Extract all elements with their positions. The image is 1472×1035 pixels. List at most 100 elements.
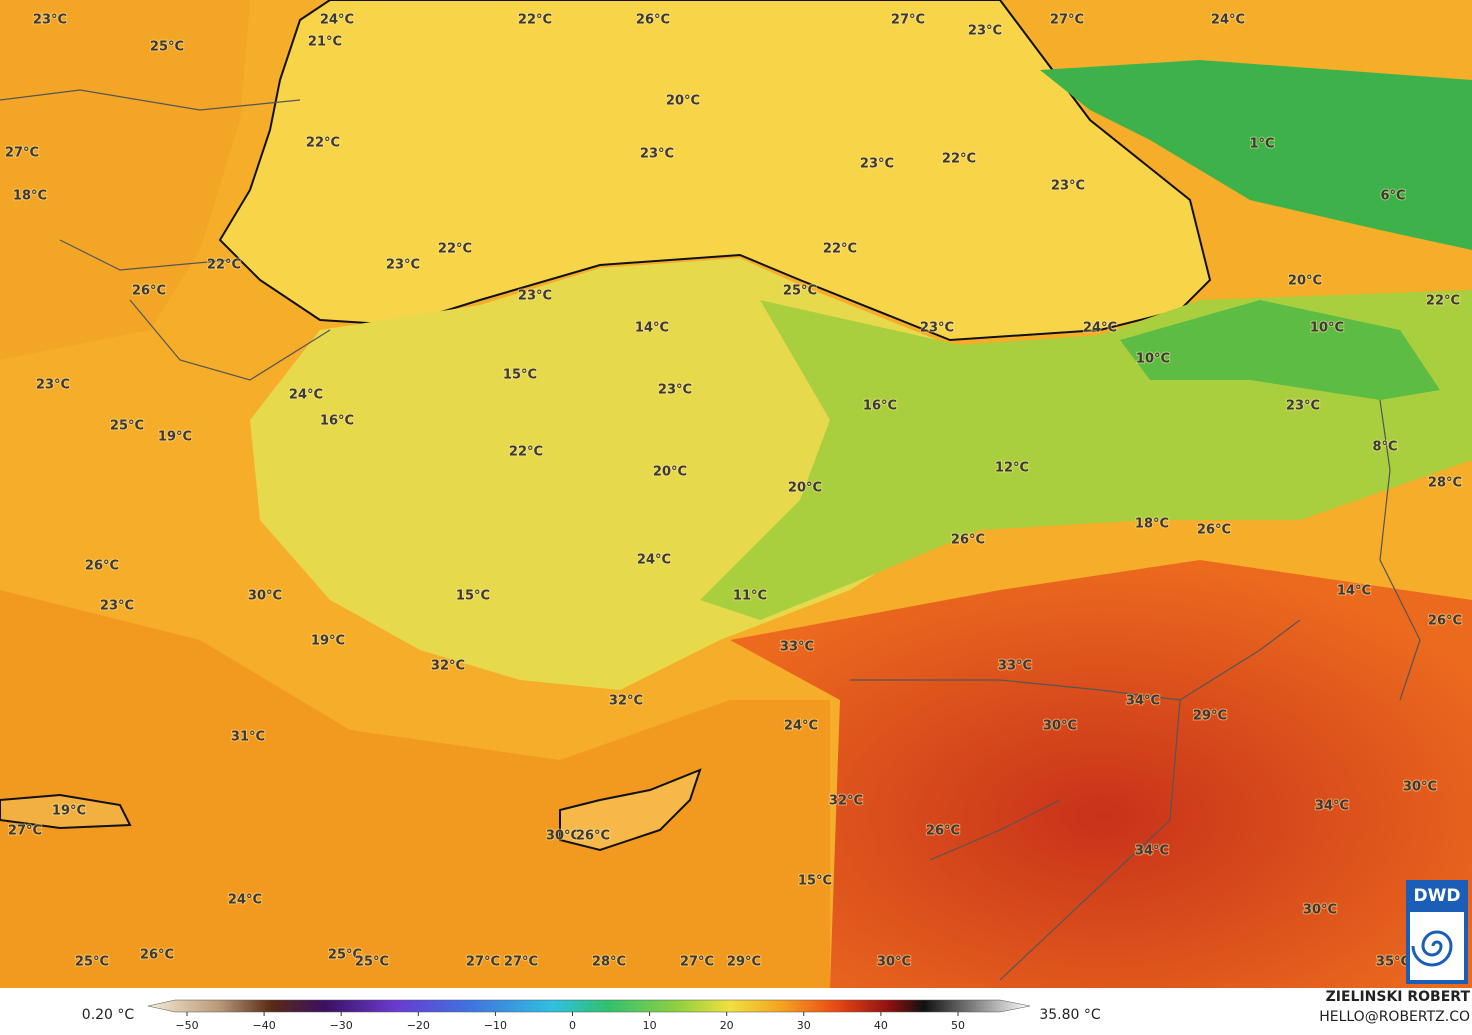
logo-swirl — [1411, 930, 1453, 967]
temp-label: 30°C — [1303, 903, 1337, 918]
logo-inner — [1410, 912, 1464, 980]
temp-label: 27°C — [5, 146, 39, 161]
legend-min: 0.20 °C — [82, 1007, 135, 1023]
temp-label: 10°C — [1136, 352, 1170, 367]
temp-label: 34°C — [1315, 799, 1349, 814]
colorbar-tick-label: −50 — [175, 1019, 198, 1032]
temp-label: 12°C — [995, 461, 1029, 476]
temp-label: 27°C — [8, 824, 42, 839]
colorbar-tick-label: −20 — [407, 1019, 430, 1032]
temp-label: 18°C — [13, 189, 47, 204]
temp-label: 27°C — [504, 955, 538, 970]
temp-label: 22°C — [509, 445, 543, 460]
temp-label: 22°C — [942, 152, 976, 167]
temp-label: 26°C — [1428, 614, 1462, 629]
temp-label: 27°C — [680, 955, 714, 970]
temp-label: 33°C — [780, 640, 814, 655]
colorbar-tick-label: 20 — [720, 1019, 734, 1032]
colorbar-tick-label: 0 — [569, 1019, 576, 1032]
temp-label: 23°C — [386, 258, 420, 273]
temp-label: 22°C — [306, 136, 340, 151]
temp-label: 25°C — [328, 948, 362, 963]
balkans — [0, 0, 250, 360]
temp-label: 26°C — [140, 948, 174, 963]
mediterranean — [0, 590, 830, 988]
temp-label: 15°C — [798, 874, 832, 889]
temp-label: 16°C — [320, 414, 354, 429]
temp-label: 23°C — [33, 13, 67, 28]
temp-label: 29°C — [727, 955, 761, 970]
temp-label: 23°C — [920, 321, 954, 336]
temp-label: 11°C — [733, 589, 767, 604]
temp-label: 19°C — [52, 804, 86, 819]
temp-label: 32°C — [609, 694, 643, 709]
temp-label: 20°C — [1288, 274, 1322, 289]
temp-label: 33°C — [998, 659, 1032, 674]
legend: 0.20 °C 35.80 °C −50 −40 −30 −20 −10 0 10 20 30 4… — [82, 999, 1101, 1032]
colorbar-tick-label: −40 — [252, 1019, 275, 1032]
colorbar-tick-label: 40 — [874, 1019, 888, 1032]
temp-label: 6°C — [1380, 189, 1405, 204]
temp-label: 15°C — [456, 589, 490, 604]
temp-label: 23°C — [860, 157, 894, 172]
colorbar — [147, 999, 1031, 1013]
temp-label: 23°C — [658, 383, 692, 398]
temp-label: 26°C — [1197, 523, 1231, 538]
temp-label: 34°C — [1126, 694, 1160, 709]
temp-label: 1°C — [1249, 137, 1274, 152]
temp-label: 30°C — [248, 589, 282, 604]
colorbar-tick-label: −10 — [484, 1019, 507, 1032]
logo: DWD — [1406, 880, 1468, 984]
temp-label: 24°C — [784, 719, 818, 734]
temp-label: 22°C — [207, 258, 241, 273]
temp-label: 10°C — [1310, 321, 1344, 336]
temp-label: 25°C — [355, 955, 389, 970]
temp-label: 26°C — [926, 824, 960, 839]
temp-label: 27°C — [891, 13, 925, 28]
temp-label: 25°C — [75, 955, 109, 970]
temp-label: 15°C — [503, 368, 537, 383]
temp-label: 22°C — [438, 242, 472, 257]
temp-label: 30°C — [1043, 719, 1077, 734]
temp-label: 16°C — [863, 399, 897, 414]
temp-label: 28°C — [592, 955, 626, 970]
temp-label: 19°C — [311, 634, 345, 649]
temp-label: 32°C — [829, 794, 863, 809]
temperature-labels: 23°C 24°C 21°C 25°C 22°C 26°C 27°C 27°C 24°C 23°C… — [4, 12, 1463, 971]
temp-label: 22°C — [1426, 294, 1460, 309]
temp-label: 23°C — [518, 289, 552, 304]
temp-label: 26°C — [636, 13, 670, 28]
temp-label: 23°C — [100, 599, 134, 614]
syria-iraq — [730, 560, 1472, 988]
temp-label: 26°C — [132, 284, 166, 299]
colorbar-tick-label: −30 — [330, 1019, 353, 1032]
colorbar-tick-label: 10 — [643, 1019, 657, 1032]
temp-label: 26°C — [951, 533, 985, 548]
temp-label: 24°C — [1211, 13, 1245, 28]
caucasus — [1040, 60, 1472, 250]
armenian-highlands — [1120, 300, 1440, 400]
temp-label: 14°C — [1337, 584, 1371, 599]
credit-contact: HELLO@ROBERTZ.CO — [1319, 1009, 1470, 1025]
temp-label: 20°C — [653, 465, 687, 480]
colorbar-tick-label: 50 — [951, 1019, 965, 1032]
black-sea — [218, 0, 1212, 342]
credit-author: ZIELINSKI ROBERT — [1326, 989, 1471, 1005]
temp-label: 19°C — [158, 430, 192, 445]
temp-label: 14°C — [635, 321, 669, 336]
temp-label: 24°C — [228, 893, 262, 908]
temp-label: 27°C — [1050, 13, 1084, 28]
temp-label: 24°C — [320, 13, 354, 28]
temp-label: 23°C — [36, 378, 70, 393]
temp-label: 35°C — [1376, 955, 1410, 970]
temp-label: 30°C — [877, 955, 911, 970]
legend-max: 35.80 °C — [1039, 1007, 1101, 1023]
crete — [0, 793, 132, 830]
temp-label: 23°C — [1051, 179, 1085, 194]
temp-label: 24°C — [1083, 321, 1117, 336]
colorbar-tick-label: 30 — [797, 1019, 811, 1032]
temp-label: 30°C — [546, 829, 580, 844]
temp-label: 24°C — [289, 388, 323, 403]
temp-label: 22°C — [518, 13, 552, 28]
